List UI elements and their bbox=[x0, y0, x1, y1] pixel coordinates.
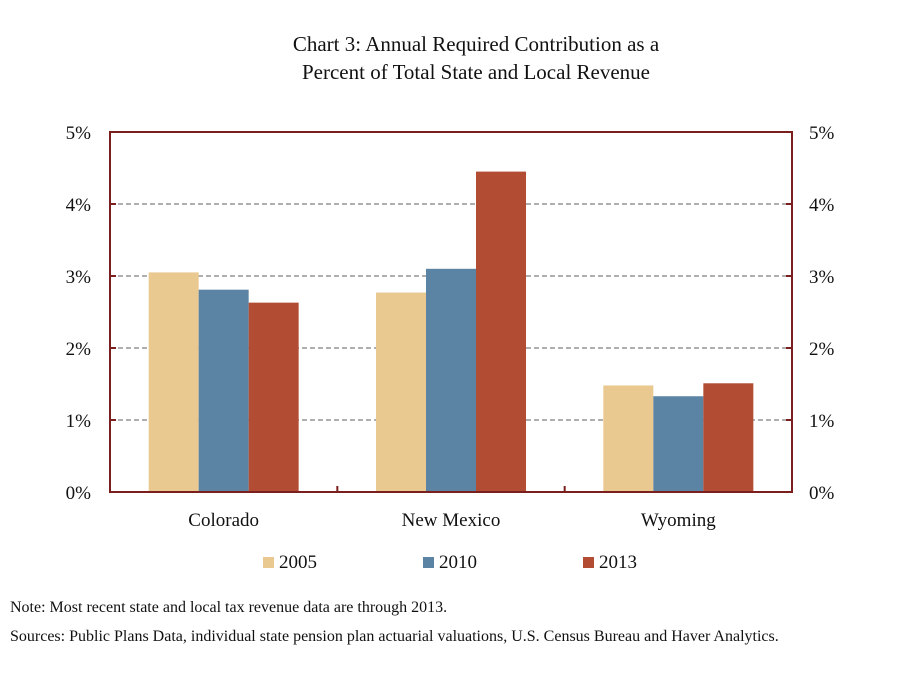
y-tick-label-right: 0% bbox=[809, 483, 835, 504]
plot-frame bbox=[109, 131, 793, 493]
y-tick-label-right: 2% bbox=[809, 339, 835, 360]
y-tick-label-left: 0% bbox=[66, 483, 92, 504]
y-tick-label-left: 1% bbox=[66, 411, 92, 432]
y-tick-label-left: 3% bbox=[66, 267, 92, 288]
y-tick-label-right: 1% bbox=[809, 411, 835, 432]
bar-colorado-2005 bbox=[148, 272, 199, 492]
legend-label-2010: 2010 bbox=[439, 552, 477, 573]
legend-swatch-2010 bbox=[423, 557, 434, 568]
legend-label-2005: 2005 bbox=[279, 552, 317, 573]
y-tick-label-right: 4% bbox=[809, 195, 835, 216]
bar-colorado-2010 bbox=[198, 289, 249, 492]
bar-new-mexico-2005 bbox=[376, 292, 426, 492]
plot-area: Colorado New Mexico Wyoming 0% 0% 1% 1% 2% 2% 3% 3… bbox=[66, 123, 835, 531]
chart-sources: Sources: Public Plans Data, individual s… bbox=[10, 628, 779, 645]
bar-wyoming-2013 bbox=[703, 383, 754, 492]
bar-new-mexico-2013 bbox=[476, 171, 526, 492]
x-tick-label: Colorado bbox=[188, 510, 259, 531]
chart-note: Note: Most recent state and local tax re… bbox=[10, 599, 448, 616]
bar-colorado-2013 bbox=[248, 302, 299, 492]
x-tick-label: Wyoming bbox=[641, 510, 716, 531]
y-tick-label-left: 4% bbox=[66, 195, 92, 216]
x-tick-label: New Mexico bbox=[402, 510, 501, 531]
legend-swatch-2013 bbox=[583, 557, 594, 568]
y-tick-label-right: 3% bbox=[809, 267, 835, 288]
chart-title-line-2: Percent of Total State and Local Revenue bbox=[302, 60, 650, 84]
y-tick-label-right: 5% bbox=[809, 123, 835, 144]
legend-swatch-2005 bbox=[263, 557, 274, 568]
legend-label-2013: 2013 bbox=[599, 552, 637, 573]
bar-new-mexico-2010 bbox=[426, 268, 476, 492]
bar-wyoming-2010 bbox=[653, 396, 704, 492]
y-tick-label-left: 2% bbox=[66, 339, 92, 360]
legend: 2005 2010 2013 bbox=[263, 552, 637, 573]
chart-title-line-1: Chart 3: Annual Required Contribution as… bbox=[293, 32, 660, 56]
y-tick-label-left: 5% bbox=[66, 123, 92, 144]
bar-wyoming-2005 bbox=[603, 385, 654, 492]
